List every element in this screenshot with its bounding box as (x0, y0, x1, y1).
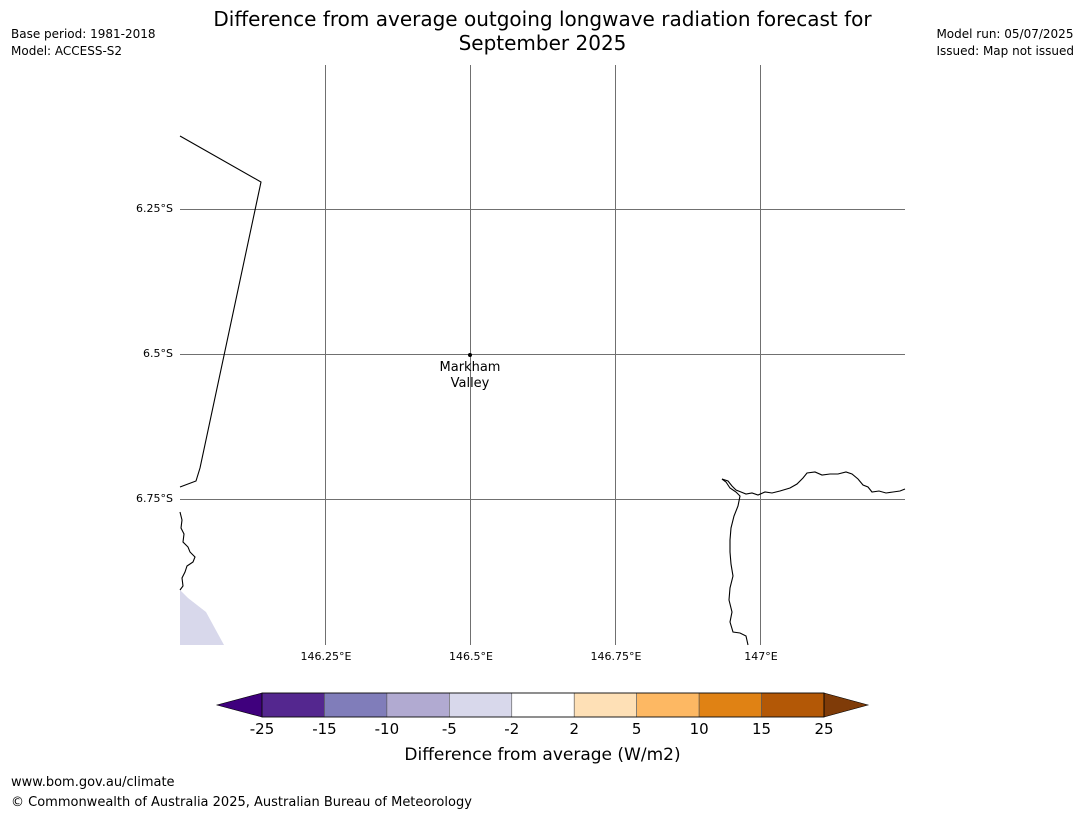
base-period-text: Base period: 1981-2018 (11, 27, 156, 41)
gridlines (180, 65, 905, 645)
colorbar-extend-high (823, 692, 870, 718)
colorbar-segment (386, 692, 450, 718)
colorbar-segment (698, 692, 762, 718)
footer-url: www.bom.gov.au/climate (11, 775, 175, 790)
colorbar-segment (261, 692, 325, 718)
colorbar-segment (511, 692, 575, 718)
colorbar-tick-label: 5 (631, 720, 642, 738)
lon-label-146.25E: 146.25°E (300, 650, 352, 663)
lon-label-146.5E: 146.5°E (449, 650, 493, 663)
colorbar-tick-label: 25 (814, 720, 834, 738)
colorbar-tick-label: 15 (752, 720, 772, 738)
meta-left: Base period: 1981-2018 Model: ACCESS-S2 (11, 26, 156, 60)
colorbar-tick-label: -10 (374, 720, 400, 738)
colorbar-segment (573, 692, 637, 718)
lon-label-147E: 147°E (744, 650, 778, 663)
model-text: Model: ACCESS-S2 (11, 44, 123, 58)
lat-label-6.5S: 6.5°S (143, 347, 173, 360)
footer-copyright: © Commonwealth of Australia 2025, Austra… (11, 795, 472, 810)
border-line (179, 135, 262, 488)
colorbar-title: Difference from average (W/m2) (404, 745, 681, 765)
map-title-line: Difference from average outgoing longwav… (213, 7, 872, 31)
colorbar-segment (761, 692, 825, 718)
coastline-south (721, 478, 749, 646)
place-label: Markham Valley (439, 360, 501, 391)
colorbar-segment (324, 692, 388, 718)
issued-text: Issued: Map not issued (936, 44, 1074, 58)
coastline-west (179, 511, 196, 591)
colorbar-tick-label: -2 (504, 720, 520, 738)
lon-label-146.75E: 146.75°E (590, 650, 642, 663)
map-area (179, 65, 906, 646)
map-title: Difference from average outgoing longwav… (180, 7, 905, 55)
colorbar-tick-label: -25 (249, 720, 275, 738)
colorbar-tick-label: -15 (312, 720, 337, 738)
colorbar-frame (261, 692, 825, 718)
anomaly-shading (180, 590, 224, 645)
colorbar-extend-low (215, 692, 263, 718)
colorbar-tick-label: 2 (569, 720, 579, 738)
coastline-east (721, 471, 906, 496)
colorbar-segment (449, 692, 513, 718)
lat-label-6.25S: 6.25°S (136, 202, 173, 215)
colorbar-segment (636, 692, 700, 718)
lat-label-6.75S: 6.75°S (136, 492, 173, 505)
colorbar-tick-label: -5 (441, 720, 457, 738)
meta-right: Model run: 05/07/2025 Issued: Map not is… (936, 26, 1074, 60)
model-run-text: Model run: 05/07/2025 (936, 27, 1074, 41)
colorbar-tick-label: 10 (689, 720, 709, 738)
place-marker (468, 353, 472, 357)
map-title-line: September 2025 (458, 31, 627, 55)
coastlines (179, 135, 906, 646)
